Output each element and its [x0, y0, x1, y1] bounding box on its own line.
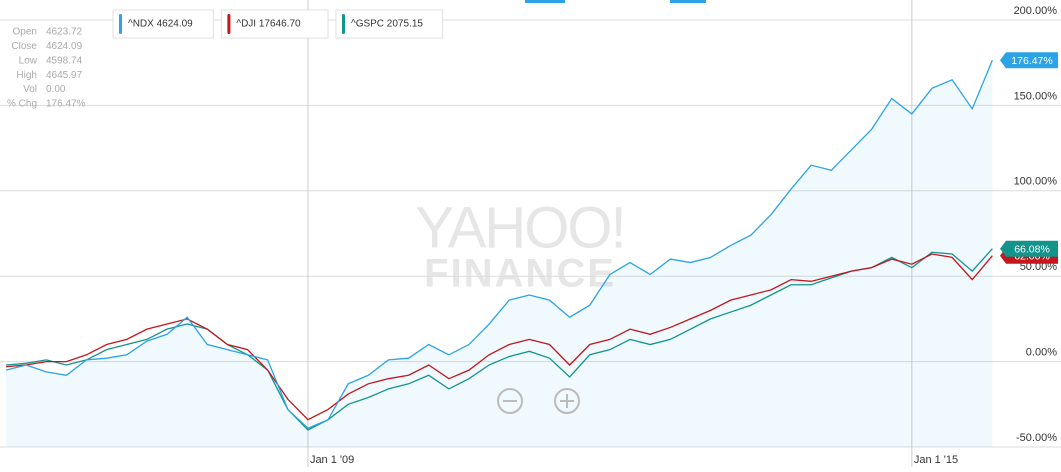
info-panel: Open 4623.72 Close 4624.09 Low 4598.74 High 464…	[7, 27, 86, 110]
badge-label: 176.47%	[1011, 55, 1052, 67]
watermark: YAHOO!FINANCE	[415, 195, 626, 296]
tab-indicator	[525, 0, 565, 3]
info-label: Open	[13, 27, 37, 38]
watermark-text: FINANCE	[424, 252, 616, 296]
y-tick-label: 100.00%	[1014, 176, 1058, 188]
info-value: 4598.74	[46, 55, 83, 66]
badge-shape	[1000, 240, 1058, 257]
legend-box	[335, 9, 444, 39]
legend-swatch	[342, 14, 345, 34]
legend-box	[112, 9, 214, 39]
zoom-buttons[interactable]	[497, 388, 580, 414]
badge-label: 66.08%	[1014, 244, 1050, 256]
info-value: 4645.97	[46, 70, 83, 81]
info-label: Low	[19, 55, 38, 66]
legend-swatch	[119, 14, 122, 34]
series-line	[5, 59, 993, 429]
info-label: Vol	[23, 84, 37, 95]
info-value: 176.47%	[46, 99, 86, 110]
x-tick-label: Jan 1 '15	[914, 454, 958, 466]
y-tick-label: 150.00%	[1014, 90, 1058, 102]
series-line	[5, 253, 993, 421]
legend-swatch	[227, 14, 231, 34]
badge-shape	[1000, 52, 1058, 69]
info-value: 4623.72	[46, 27, 83, 38]
last-value-badges: 176.47%62.00%66.08%	[1000, 52, 1058, 264]
y-tick-label: 0.00%	[1026, 347, 1057, 359]
info-value: 4624.09	[46, 41, 83, 52]
tab-indicator	[670, 0, 706, 3]
series-line	[5, 248, 993, 431]
info-label: Close	[11, 41, 37, 52]
legend-box	[220, 9, 329, 39]
info-value: 0.00	[46, 84, 66, 95]
y-tick-label: 200.00%	[1014, 5, 1058, 17]
zoom-in[interactable]	[554, 388, 580, 414]
info-label: % Chg	[7, 99, 37, 110]
info-label: High	[16, 70, 37, 81]
y-tick-label: 50.00%	[1020, 261, 1058, 273]
last-value-badge: 66.08%	[1000, 240, 1058, 257]
y-tick-label: -50.00%	[1016, 432, 1057, 444]
zoom-out[interactable]	[497, 388, 523, 414]
legend-label: ^GSPC 2075.15	[351, 19, 423, 30]
series-area	[6, 60, 993, 447]
plot	[5, 59, 993, 447]
last-value-badge: 176.47%	[1000, 52, 1058, 69]
legend-label: ^DJI 17646.70	[236, 19, 301, 30]
x-tick-label: Jan 1 '09	[310, 454, 354, 466]
legend-label: ^NDX 4624.09	[128, 19, 193, 30]
legend: ^NDX 4624.09 ^DJI 17646.70 ^GSPC 2075.15	[112, 9, 444, 39]
watermark-text: YAHOO!	[415, 195, 624, 260]
